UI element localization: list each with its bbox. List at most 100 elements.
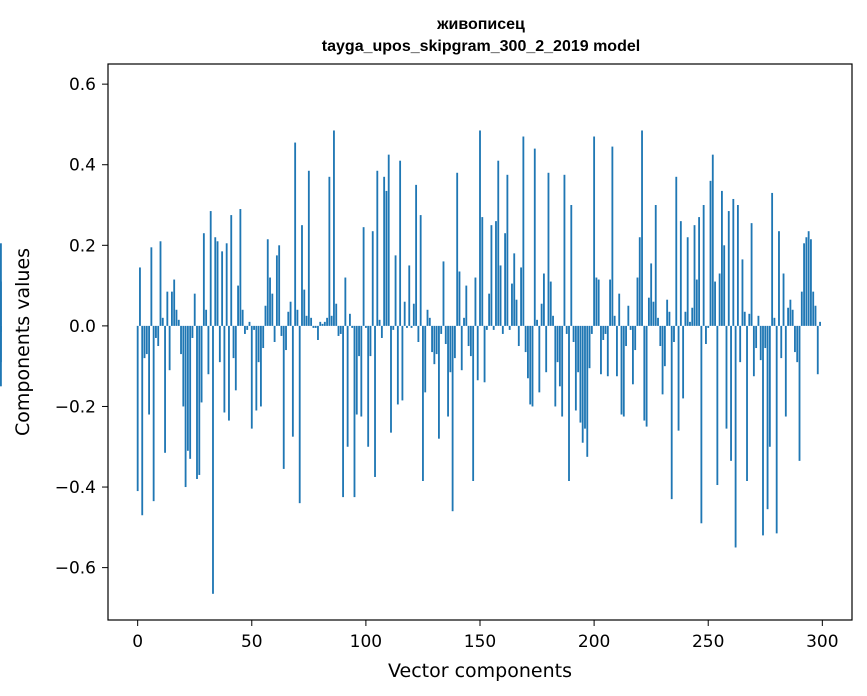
bar <box>264 305 267 326</box>
bar <box>438 325 440 439</box>
x-tick-label: 250 <box>692 632 724 652</box>
bar <box>0 281 2 326</box>
bar <box>586 325 589 457</box>
bar <box>652 301 655 326</box>
bar <box>476 325 479 381</box>
bar <box>312 325 315 328</box>
bar <box>232 325 235 359</box>
bar <box>641 130 643 326</box>
bar <box>440 325 443 334</box>
x-tick-label: 300 <box>806 632 838 652</box>
bar <box>460 325 463 371</box>
bar <box>691 307 694 326</box>
bar <box>173 279 176 326</box>
bar <box>716 325 719 486</box>
bar <box>773 317 776 326</box>
bar <box>492 325 495 330</box>
bar <box>330 315 333 326</box>
x-tick-label: 150 <box>464 632 496 652</box>
bar <box>289 301 292 326</box>
bar <box>570 205 573 326</box>
bar <box>456 172 459 326</box>
bar <box>453 325 456 359</box>
bar <box>307 170 310 326</box>
bar <box>374 325 376 477</box>
bar <box>433 325 436 365</box>
bar <box>310 317 313 326</box>
bar <box>561 325 564 417</box>
bar <box>333 130 335 326</box>
bar <box>643 325 646 421</box>
bar <box>766 325 769 510</box>
bar <box>296 309 299 326</box>
bar <box>702 205 705 326</box>
bar <box>410 325 413 328</box>
bar <box>451 325 454 512</box>
bar <box>344 277 347 326</box>
bar <box>805 237 808 326</box>
bar <box>326 317 329 326</box>
bar <box>472 325 475 481</box>
bar <box>693 225 696 326</box>
bar <box>390 325 392 433</box>
bar <box>298 325 301 504</box>
bar <box>426 309 429 326</box>
bar <box>536 319 538 326</box>
bar <box>538 325 541 393</box>
bar <box>563 174 566 326</box>
bar <box>584 325 586 429</box>
bar <box>260 325 262 407</box>
bars-group <box>0 130 821 594</box>
bar <box>682 325 685 399</box>
bar <box>558 325 561 387</box>
bar <box>764 325 767 349</box>
bar <box>618 293 621 326</box>
bar <box>230 215 233 326</box>
bar <box>638 237 641 326</box>
bar <box>383 176 386 326</box>
bar <box>814 305 817 326</box>
bar <box>545 325 548 373</box>
bar <box>647 297 650 326</box>
bar <box>184 325 187 488</box>
bar <box>444 325 447 345</box>
bar <box>794 325 796 353</box>
bar <box>524 325 527 353</box>
y-tick-label: −0.6 <box>55 559 96 579</box>
bar <box>787 307 790 326</box>
bar <box>353 325 356 498</box>
bar <box>725 325 728 429</box>
bar <box>527 325 529 379</box>
bar <box>364 325 367 328</box>
bar <box>442 261 445 326</box>
y-tick-label: 0.2 <box>69 236 96 256</box>
bar <box>467 325 470 347</box>
bar <box>771 192 774 326</box>
bar <box>458 271 461 326</box>
bar <box>385 190 388 326</box>
bar <box>511 283 513 326</box>
bar <box>339 325 342 334</box>
bar <box>463 317 465 326</box>
bar <box>798 325 801 461</box>
bar <box>718 273 721 326</box>
bar <box>200 325 203 403</box>
bar <box>739 325 742 363</box>
chart-title: живописец <box>436 16 525 33</box>
bar <box>675 176 678 326</box>
bar <box>778 231 780 326</box>
bar <box>223 325 226 413</box>
bar <box>394 255 397 326</box>
bar <box>520 267 522 326</box>
bar <box>775 325 778 534</box>
bar <box>314 325 317 328</box>
bar <box>396 325 399 405</box>
bar <box>759 325 762 361</box>
bar <box>143 325 146 359</box>
bar <box>650 263 653 326</box>
bar <box>435 325 438 355</box>
bar <box>791 309 794 326</box>
bar <box>668 311 671 326</box>
bar <box>540 303 543 326</box>
